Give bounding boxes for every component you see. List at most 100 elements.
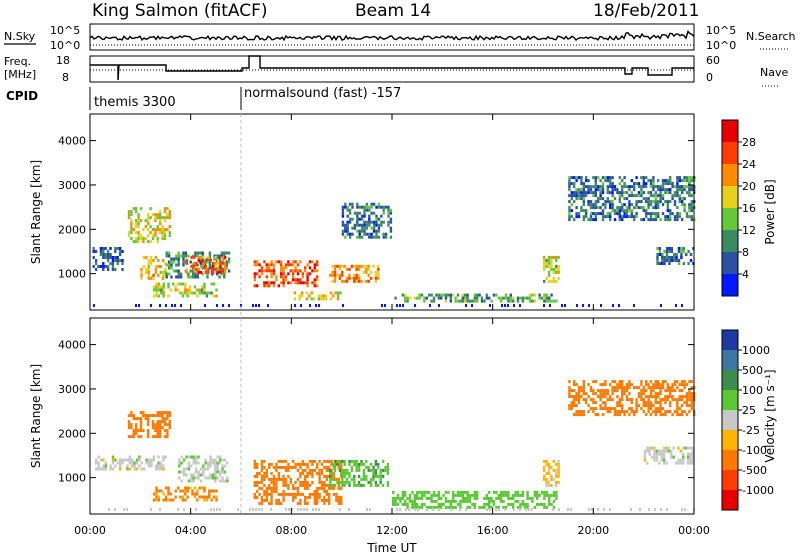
heatmap-cell — [654, 392, 657, 396]
heatmap-cell — [577, 215, 581, 219]
heatmap-cell — [275, 483, 278, 487]
heatmap-cell — [183, 508, 185, 511]
heatmap-cell — [181, 282, 185, 286]
heatmap-cell — [597, 508, 599, 511]
heatmap-cell — [344, 202, 347, 206]
heatmap-cell — [313, 468, 316, 472]
heatmap-cell — [316, 462, 319, 466]
heatmap-cell — [263, 284, 266, 288]
heatmap-cell — [166, 213, 169, 217]
freq-label: Freq. — [4, 55, 31, 68]
heatmap-cell — [621, 188, 624, 192]
heatmap-cell — [635, 404, 638, 408]
heatmap-cell — [111, 268, 115, 271]
heatmap-cell — [159, 420, 162, 424]
heatmap-cell — [313, 489, 316, 493]
heatmap-cell — [557, 264, 560, 268]
heatmap-cell — [268, 281, 271, 285]
heatmap-cell — [138, 455, 141, 459]
heatmap-cell — [611, 182, 614, 186]
heatmap-cell — [166, 216, 169, 220]
heatmap-cell — [666, 188, 669, 192]
heatmap-cell — [635, 386, 638, 390]
heatmap-cell — [343, 480, 346, 484]
heatmap-cell — [301, 272, 304, 276]
heatmap-cell — [213, 508, 215, 511]
heatmap-cell — [351, 202, 354, 206]
heatmap-cell — [652, 188, 655, 192]
heatmap-cell — [657, 203, 660, 207]
heatmap-cell — [428, 293, 431, 297]
heatmap-cell — [485, 493, 488, 497]
heatmap-cell — [616, 410, 619, 414]
heatmap-cell — [592, 407, 595, 411]
heatmap-cell — [512, 493, 515, 497]
heatmap-cell — [507, 296, 510, 300]
heatmap-cell — [611, 200, 614, 204]
heatmap-cell — [575, 410, 578, 414]
heatmap-cell — [679, 449, 683, 453]
colorbar-segment — [722, 142, 738, 165]
heatmap-cell — [568, 404, 571, 408]
heatmap-cell — [191, 291, 194, 295]
heatmap-cell — [329, 471, 332, 475]
heatmap-cell — [111, 455, 115, 459]
heatmap-cell — [550, 267, 553, 271]
heatmap-cell — [152, 498, 156, 502]
heatmap-cell — [661, 212, 665, 216]
heatmap-cell — [426, 508, 428, 511]
colorbar-tick-label: -100 — [742, 444, 767, 457]
heatmap-cell — [516, 499, 520, 503]
heatmap-cell — [379, 480, 382, 484]
heatmap-cell — [223, 470, 227, 474]
heatmap-cell — [200, 261, 203, 265]
heatmap-cell — [601, 185, 605, 189]
heatmap-cell — [94, 250, 98, 253]
heatmap-cell — [197, 255, 200, 259]
heatmap-cell — [330, 459, 333, 463]
heatmap-cell — [204, 270, 208, 274]
heatmap-cell — [331, 477, 334, 481]
heatmap-cell — [304, 468, 307, 472]
heatmap-cell — [357, 462, 361, 466]
nsky-label: N.Sky — [4, 30, 36, 43]
heatmap-cell — [633, 215, 636, 219]
heatmap-cell — [379, 468, 382, 472]
heatmap-cell — [156, 432, 159, 436]
heatmap-cell — [386, 471, 390, 475]
heatmap-cell — [640, 188, 643, 192]
heatmap-cell — [589, 398, 593, 402]
heatmap-cell — [159, 461, 163, 465]
heatmap-cell — [292, 275, 295, 279]
heatmap-cell — [221, 467, 224, 471]
heatmap-cell — [531, 299, 534, 303]
heatmap-cell — [552, 299, 556, 303]
heatmap-cell — [161, 237, 164, 241]
heatmap-cell — [690, 407, 693, 411]
heatmap-cell — [357, 267, 361, 271]
heatmap-cell — [331, 270, 334, 274]
heatmap-cell — [635, 407, 638, 411]
heatmap-cell — [289, 269, 292, 273]
heatmap-cell — [573, 413, 576, 417]
heatmap-cell — [294, 462, 297, 466]
heatmap-cell — [555, 279, 558, 283]
heatmap-cell — [594, 179, 597, 183]
heatmap-cell — [375, 235, 378, 239]
heatmap-cell — [690, 209, 693, 213]
heatmap-cell — [592, 176, 595, 180]
heatmap-cell — [652, 383, 655, 387]
heatmap-cell — [168, 216, 171, 220]
heatmap-cell — [552, 490, 556, 494]
heatmap-cell — [685, 176, 689, 180]
heatmap-cell — [543, 493, 546, 497]
heatmap-cell — [686, 458, 690, 462]
heatmap-cell — [575, 188, 578, 192]
heatmap-cell — [466, 296, 469, 300]
heatmap-cell — [687, 250, 690, 253]
heatmap-cell — [623, 176, 626, 180]
heatmap-cell — [570, 194, 573, 198]
heatmap-cell — [374, 273, 378, 277]
heatmap-cell — [316, 501, 319, 505]
colorbar-tick-label: 12 — [742, 224, 756, 237]
